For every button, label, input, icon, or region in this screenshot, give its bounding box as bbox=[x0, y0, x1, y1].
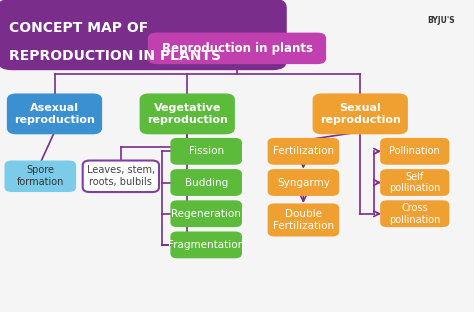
Text: Spore
formation: Spore formation bbox=[17, 165, 64, 187]
FancyBboxPatch shape bbox=[313, 94, 408, 134]
Text: Sexual
reproduction: Sexual reproduction bbox=[320, 103, 401, 125]
FancyBboxPatch shape bbox=[267, 169, 339, 196]
Text: REPRODUCTION IN PLANTS: REPRODUCTION IN PLANTS bbox=[9, 49, 221, 63]
FancyBboxPatch shape bbox=[170, 169, 242, 196]
Text: Leaves, stem,
roots, bulbils: Leaves, stem, roots, bulbils bbox=[87, 165, 155, 187]
Text: Fission: Fission bbox=[189, 146, 224, 156]
Text: Fertilization: Fertilization bbox=[273, 146, 334, 156]
Text: Cross
pollination: Cross pollination bbox=[389, 203, 440, 225]
FancyBboxPatch shape bbox=[139, 94, 235, 134]
Text: Budding: Budding bbox=[184, 178, 228, 188]
Text: Syngarmy: Syngarmy bbox=[277, 178, 330, 188]
Text: Self
pollination: Self pollination bbox=[389, 172, 440, 193]
FancyBboxPatch shape bbox=[148, 33, 326, 64]
FancyBboxPatch shape bbox=[267, 138, 339, 165]
Text: Double
Fertilization: Double Fertilization bbox=[273, 209, 334, 231]
Text: Reproduction in plants: Reproduction in plants bbox=[162, 42, 312, 55]
FancyBboxPatch shape bbox=[380, 200, 449, 227]
FancyBboxPatch shape bbox=[380, 138, 449, 165]
FancyBboxPatch shape bbox=[170, 138, 242, 165]
FancyBboxPatch shape bbox=[267, 203, 339, 236]
Text: Fragmentation: Fragmentation bbox=[168, 240, 244, 250]
Text: Asexual
reproduction: Asexual reproduction bbox=[14, 103, 95, 125]
FancyBboxPatch shape bbox=[170, 200, 242, 227]
Text: BYJU'S: BYJU'S bbox=[428, 16, 455, 25]
FancyBboxPatch shape bbox=[380, 169, 449, 196]
FancyBboxPatch shape bbox=[82, 160, 159, 192]
FancyBboxPatch shape bbox=[5, 160, 76, 192]
Text: Pollination: Pollination bbox=[389, 146, 440, 156]
FancyBboxPatch shape bbox=[7, 94, 102, 134]
Text: CONCEPT MAP OF: CONCEPT MAP OF bbox=[9, 21, 149, 35]
Text: Regeneration: Regeneration bbox=[171, 209, 241, 219]
Text: Vegetative
reproduction: Vegetative reproduction bbox=[147, 103, 228, 125]
FancyBboxPatch shape bbox=[0, 0, 287, 70]
FancyBboxPatch shape bbox=[170, 232, 242, 258]
